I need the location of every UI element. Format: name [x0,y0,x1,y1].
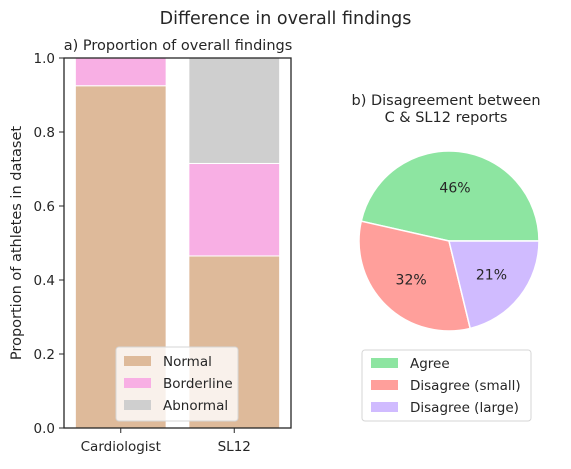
y-tick-label: 1.0 [34,51,55,67]
legend-swatch-normal [124,356,151,366]
legend-label-disagree-small: Disagree (small) [410,378,521,394]
bar-legend: Normal Borderline Abnormal [115,346,239,422]
legend-label-agree: Agree [410,356,450,372]
x-tick-label: Cardiologist [81,439,161,455]
legend-swatch-agree [371,358,398,368]
x-axis-ticks: Cardiologist SL12 [81,428,251,455]
bar-chart-title: a) Proportion of overall findings [64,38,293,54]
y-tick-label: 0.2 [34,347,55,363]
legend-swatch-disagree-large [371,402,398,412]
bar-chart-panel: a) Proportion of overall findings Propor… [9,38,292,455]
figure-suptitle: Difference in overall findings [160,9,412,29]
pie-chart-panel: b) Disagreement between C & SL12 reports… [351,93,541,422]
pie-chart-title-line-2: C & SL12 reports [385,110,508,126]
legend-label-borderline: Borderline [163,376,233,392]
plot-frame [63,57,292,429]
pie-chart-title-line-1: b) Disagreement between [351,93,540,109]
y-tick-label: 0.6 [34,199,55,215]
bar-sl12-borderline [188,162,281,257]
bar-marks [74,57,281,429]
pie-legend-frame [361,349,532,422]
y-tick-label: 0.8 [34,125,55,141]
pie-label-disagree-small: 32% [396,272,427,288]
pie-slice-disagree-small [358,220,472,332]
y-tick-label: 0.0 [34,421,55,437]
pie-legend: Agree Disagree (small) Disagree (large) [361,349,532,422]
x-tick-label: SL12 [218,439,251,455]
pie-slice-disagree-large [448,240,540,330]
legend-label-normal: Normal [163,354,212,370]
legend-label-abnormal: Abnormal [163,398,228,414]
legend-swatch-borderline [124,378,151,388]
y-axis-ticks: 0.0 0.2 0.4 0.6 0.8 1.0 [34,51,64,437]
pie-label-agree: 46% [439,180,470,196]
bar-sl12-abnormal [188,57,281,164]
bar-cardiologist-borderline [74,57,167,87]
pie-marks: 46% 32% 21% [358,150,540,332]
legend-swatch-abnormal [124,400,151,410]
legend-label-disagree-large: Disagree (large) [410,400,519,416]
legend-swatch-disagree-small [371,380,398,390]
y-axis-label: Proportion of athletes in dataset [9,126,25,360]
pie-slice-agree [360,150,540,242]
pie-label-disagree-large: 21% [476,267,507,283]
y-tick-label: 0.4 [34,273,55,289]
